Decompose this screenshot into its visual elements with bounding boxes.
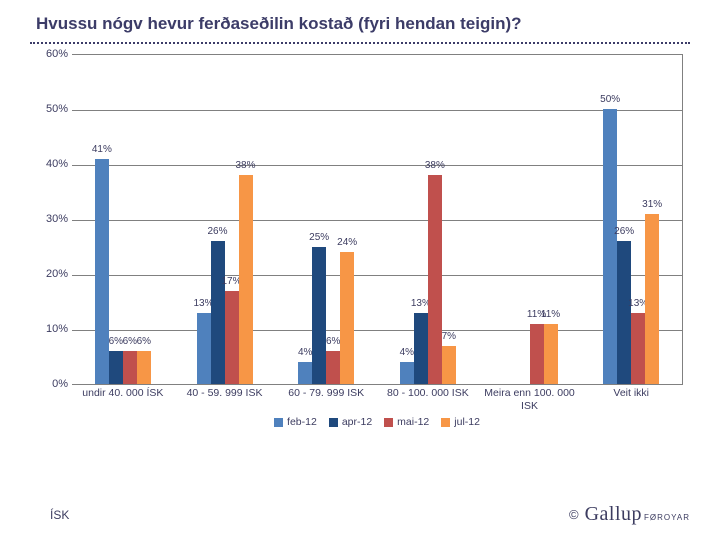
bar: 4% — [400, 362, 414, 384]
bar: 50% — [603, 109, 617, 384]
category-label: 60 - 79. 999 ISK — [275, 387, 377, 400]
y-tick-label: 30% — [36, 213, 68, 225]
bar-value-label: 6% — [326, 336, 340, 347]
legend-item: apr-12 — [329, 416, 372, 428]
bar-group: 13%26%17%38%40 - 59. 999 ISK — [174, 54, 276, 384]
title-divider — [30, 42, 690, 44]
bar-value-label: 25% — [309, 232, 329, 243]
chart-title: Hvussu nógv hevur ferðaseðilin kostað (f… — [36, 14, 690, 34]
bar-value-label: 4% — [400, 347, 414, 358]
bar-group: 11%11%Meira enn 100. 000 ISK — [479, 54, 581, 384]
bar: 17% — [225, 291, 239, 385]
chart-area: 41%6%6%6%undir 40. 000 ÍSK13%26%17%38%40… — [36, 54, 682, 434]
legend-item: jul-12 — [441, 416, 480, 428]
copyright-icon: © — [569, 507, 579, 522]
bar: 24% — [340, 252, 354, 384]
bars: 4%13%38%7% — [400, 54, 456, 384]
bar-value-label: 26% — [614, 226, 634, 237]
category-label: undir 40. 000 ÍSK — [72, 387, 174, 400]
bar-value-label: 50% — [600, 94, 620, 105]
legend-swatch — [329, 418, 338, 427]
legend: feb-12 apr-12 mai-12 jul-12 — [72, 416, 682, 428]
bar-group: 4%25%6%24%60 - 79. 999 ISK — [275, 54, 377, 384]
bar-value-label: 24% — [337, 237, 357, 248]
legend-item: mai-12 — [384, 416, 429, 428]
brand-name: Gallup — [585, 503, 642, 525]
bars: 4%25%6%24% — [298, 54, 354, 384]
bar-value-label: 31% — [642, 199, 662, 210]
bar: 26% — [617, 241, 631, 384]
legend-swatch — [274, 418, 283, 427]
bar-value-label: 26% — [207, 226, 227, 237]
legend-label: jul-12 — [454, 416, 480, 428]
bar: 13% — [414, 313, 428, 385]
category-label: 80 - 100. 000 ISK — [377, 387, 479, 400]
bars: 11%11% — [502, 54, 558, 384]
y-tick-label: 20% — [36, 268, 68, 280]
bar-group: 4%13%38%7%80 - 100. 000 ISK — [377, 54, 479, 384]
bar-groups: 41%6%6%6%undir 40. 000 ÍSK13%26%17%38%40… — [72, 54, 682, 384]
bar-value-label: 6% — [137, 336, 151, 347]
category-label: 40 - 59. 999 ISK — [174, 387, 276, 400]
bar-value-label: 6% — [123, 336, 137, 347]
bar-value-label: 38% — [425, 160, 445, 171]
bar: 7% — [442, 346, 456, 385]
y-tick-label: 10% — [36, 323, 68, 335]
bar: 6% — [123, 351, 137, 384]
bar: 38% — [239, 175, 253, 384]
brand-sub: FØROYAR — [644, 513, 690, 522]
bar-value-label: 7% — [442, 331, 456, 342]
bars: 50%26%13%31% — [603, 54, 659, 384]
bars: 13%26%17%38% — [197, 54, 253, 384]
bar: 31% — [645, 214, 659, 385]
bar-value-label: 4% — [298, 347, 312, 358]
bar-value-label: 41% — [92, 144, 112, 155]
bar: 4% — [298, 362, 312, 384]
y-tick-label: 40% — [36, 158, 68, 170]
legend-swatch — [384, 418, 393, 427]
legend-swatch — [441, 418, 450, 427]
y-tick-label: 0% — [36, 378, 68, 390]
bar: 11% — [544, 324, 558, 385]
legend-label: apr-12 — [342, 416, 372, 428]
legend-item: feb-12 — [274, 416, 317, 428]
legend-label: feb-12 — [287, 416, 317, 428]
category-label: Veit ikki — [580, 387, 682, 400]
bar: 13% — [631, 313, 645, 385]
y-tick-label: 60% — [36, 48, 68, 60]
bar: 26% — [211, 241, 225, 384]
bar: 6% — [137, 351, 151, 384]
bar: 38% — [428, 175, 442, 384]
bar: 41% — [95, 159, 109, 385]
bar-value-label: 11% — [541, 309, 560, 320]
x-axis-line — [72, 384, 682, 385]
bars: 41%6%6%6% — [95, 54, 151, 384]
category-label: Meira enn 100. 000 ISK — [479, 387, 581, 412]
bar: 6% — [326, 351, 340, 384]
brand: © GallupFØROYAR — [569, 503, 690, 526]
bar: 6% — [109, 351, 123, 384]
bar-value-label: 6% — [109, 336, 123, 347]
footnote: ÍSK — [50, 508, 69, 522]
bar: 25% — [312, 247, 326, 385]
bar-group: 41%6%6%6%undir 40. 000 ÍSK — [72, 54, 174, 384]
bar: 11% — [530, 324, 544, 385]
bar-value-label: 38% — [235, 160, 255, 171]
bar: 13% — [197, 313, 211, 385]
y-tick-label: 50% — [36, 103, 68, 115]
legend-label: mai-12 — [397, 416, 429, 428]
bar-group: 50%26%13%31%Veit ikki — [580, 54, 682, 384]
